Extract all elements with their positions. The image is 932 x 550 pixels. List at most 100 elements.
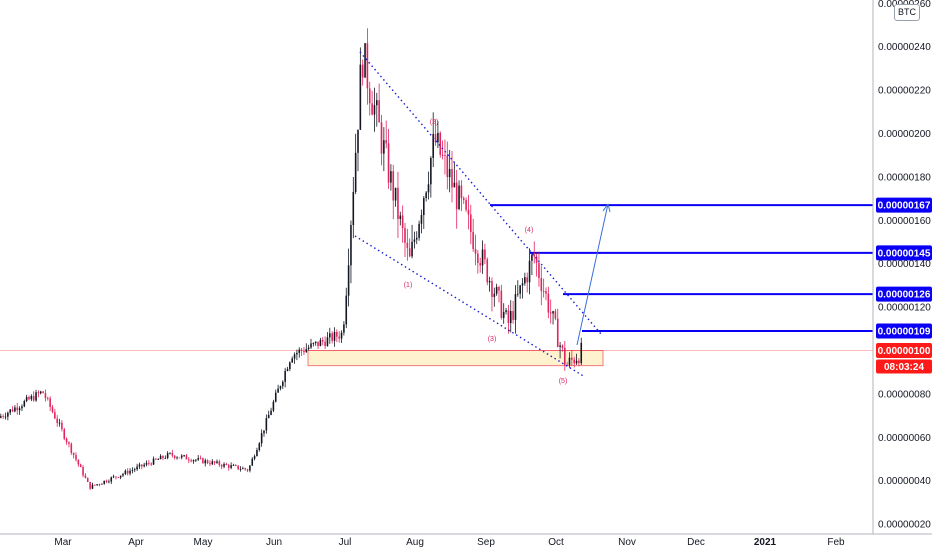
candle-body [223,463,225,467]
candle-body [7,412,9,417]
candle-body [448,169,451,178]
candle-body [82,467,84,476]
candle-body [143,464,145,467]
candle-body [25,397,28,402]
candle-body [293,354,296,359]
candle-body [397,187,399,220]
candle-body [296,352,298,355]
candle-body [136,466,138,470]
time-tick-label: Oct [548,537,564,548]
candle-body [89,481,91,489]
candle-body [16,407,19,411]
target-level-tag [876,197,932,213]
time-tick-label: Dec [687,537,705,548]
candle-body [559,345,561,347]
candle-body [319,340,322,347]
candle-body [314,341,317,344]
candle-body [148,462,150,464]
candle-body [51,407,54,413]
candle-body [411,241,413,257]
candle-body [162,455,164,459]
candle-body [573,359,575,364]
candle-body [343,324,345,333]
candle-body [425,192,427,199]
candle-body [54,412,56,419]
candle-body [514,294,517,320]
time-axis[interactable]: Mar Apr May Jun Jul Aug Sep Oct Nov Dec 2021 Feb [0,533,932,548]
candle-body [470,214,472,232]
candle-body [2,416,4,418]
candle-body [37,392,40,394]
candle-body [491,280,493,297]
candle-body [133,469,136,471]
candle-body [272,401,275,411]
candle-body [423,198,425,216]
candle-body [227,465,230,468]
candle-body [216,461,218,463]
candle-body [21,406,23,409]
candle-body [505,310,507,312]
candle-body [77,459,80,465]
candle-body [571,357,573,360]
candle-body [329,333,331,338]
candle-body [338,336,340,339]
candles [0,28,583,491]
candle-body [190,460,192,462]
candle-body [401,215,404,229]
candle-body [568,357,571,366]
candle-body [183,455,185,457]
candle-body [404,228,406,243]
candle-body [197,458,199,460]
candle-body [305,348,308,353]
candle-body [286,369,289,371]
candle-body [23,401,26,407]
candle-body [68,442,70,444]
wave-label: (4) [525,227,534,234]
candle-body [176,457,178,459]
candle-body [75,455,77,460]
candle-body [434,133,437,143]
candle-body [230,465,232,468]
support-zone[interactable] [307,350,604,367]
time-tick-label: Jun [266,537,282,548]
candle-body [486,259,489,283]
time-tick-label: Apr [128,537,144,548]
target-level-value: 0.00000109 [878,326,931,337]
candle-body [237,465,239,470]
current-price-value: 0.00000100 [878,346,931,357]
candle-body [42,391,44,394]
price-axis[interactable]: 0.00000020 0.00000040 0.00000060 0.00000080… [872,0,931,534]
candle-body [460,185,463,199]
candle-body [300,349,303,351]
candle-body [479,263,481,266]
candle-body [58,422,61,424]
candle-body [484,249,486,260]
candle-body [211,461,214,465]
candle-body [110,477,113,482]
projection-arrow[interactable] [576,203,609,346]
upper-trendline[interactable] [359,51,602,335]
candle-body [437,132,439,143]
candle-body [312,343,315,344]
candle-body [519,285,521,294]
candle-body [35,392,37,401]
candle-body [112,476,115,478]
candle-body [115,476,117,478]
candle-body [455,182,458,210]
candle-body [387,143,390,183]
candle-body [213,461,216,463]
candle-body [549,312,552,314]
candle-body [14,407,16,412]
candle-body [566,364,568,366]
candle-body [542,290,545,292]
price-tick-label: 0.00000120 [878,303,931,314]
price-tick-label: 0.00000140 [878,259,931,270]
candle-body [72,452,75,456]
candle-body [169,452,171,454]
candle-body [432,133,434,158]
candle-body [552,311,554,314]
candle-body [465,199,467,210]
candle-body [533,254,536,257]
candle-body [0,416,2,418]
